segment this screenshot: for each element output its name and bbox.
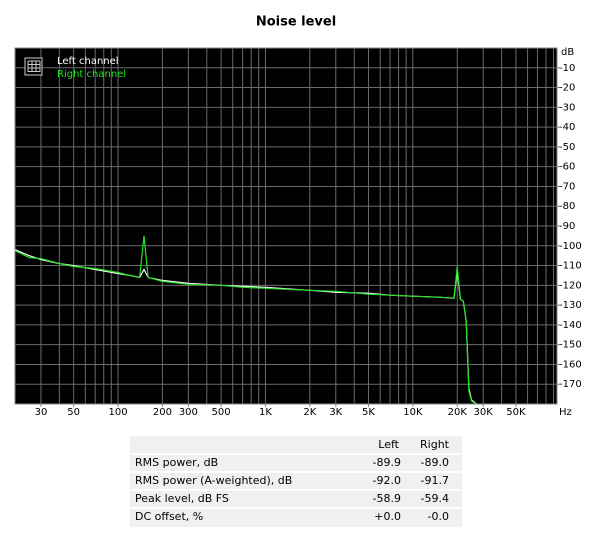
row-label: RMS power, dB xyxy=(135,456,218,469)
table-value: -89.0 xyxy=(421,456,449,469)
row-label: DC offset, % xyxy=(135,510,203,523)
x-tick-label: 200 xyxy=(153,407,172,418)
table-value: -91.7 xyxy=(421,474,449,487)
y-tick-label: -10 xyxy=(559,63,575,74)
y-tick-label: -70 xyxy=(559,181,575,192)
y-tick-label: -60 xyxy=(559,162,575,173)
x-tick-label: 300 xyxy=(179,407,198,418)
table-value: -0.0 xyxy=(428,510,449,523)
x-axis-label: Hz xyxy=(559,407,572,418)
y-tick-label: -110 xyxy=(559,261,582,272)
x-tick-label: 100 xyxy=(108,407,127,418)
legend-label: Left channel xyxy=(57,56,119,67)
y-tick-label: -20 xyxy=(559,83,575,94)
y-tick-label: -170 xyxy=(559,379,582,390)
legend-icon xyxy=(24,57,43,76)
row-label: RMS power (A-weighted), dB xyxy=(135,474,292,487)
table-value: +0.0 xyxy=(374,510,401,523)
x-tick-label: 3K xyxy=(329,407,342,418)
row-label: Peak level, dB FS xyxy=(135,492,229,505)
x-tick-label: 5K xyxy=(362,407,375,418)
x-tick-label: 1K xyxy=(259,407,272,418)
x-tick-label: 20K xyxy=(448,407,468,418)
table-value: -92.0 xyxy=(373,474,401,487)
x-tick-label: 10K xyxy=(403,407,423,418)
y-axis-label: dB xyxy=(561,47,574,58)
legend: Left channel Right channel xyxy=(24,56,126,80)
y-tick-label: -80 xyxy=(559,201,575,212)
table-value: -58.9 xyxy=(373,492,401,505)
x-tick-label: 30 xyxy=(35,407,48,418)
x-tick-label: 50 xyxy=(67,407,80,418)
y-tick-label: -130 xyxy=(559,300,582,311)
y-tick-label: -40 xyxy=(559,122,575,133)
y-tick-label: -50 xyxy=(559,142,575,153)
series-line xyxy=(15,235,477,404)
x-tick-label: 500 xyxy=(212,407,231,418)
y-tick-label: -140 xyxy=(559,320,582,331)
x-tick-label: 30K xyxy=(474,407,494,418)
table-value: -59.4 xyxy=(421,492,449,505)
table-background xyxy=(130,436,462,527)
stats-table: Left Right RMS power, dB -89.9 -89.0 RMS powe… xyxy=(130,438,462,523)
table-header: Left xyxy=(378,438,399,451)
legend-label: Right channel xyxy=(57,69,126,80)
y-tick-label: -120 xyxy=(559,280,582,291)
x-tick-label: 50K xyxy=(506,407,526,418)
y-tick-label: -30 xyxy=(559,102,575,113)
chart-title: Noise level xyxy=(256,15,336,30)
table-header: Right xyxy=(420,438,450,451)
y-tick-label: -160 xyxy=(559,359,582,370)
y-tick-label: -150 xyxy=(559,340,582,351)
y-tick-label: -90 xyxy=(559,221,575,232)
table-value: -89.9 xyxy=(373,456,401,469)
y-tick-label: -100 xyxy=(559,241,582,252)
x-tick-label: 2K xyxy=(303,407,316,418)
